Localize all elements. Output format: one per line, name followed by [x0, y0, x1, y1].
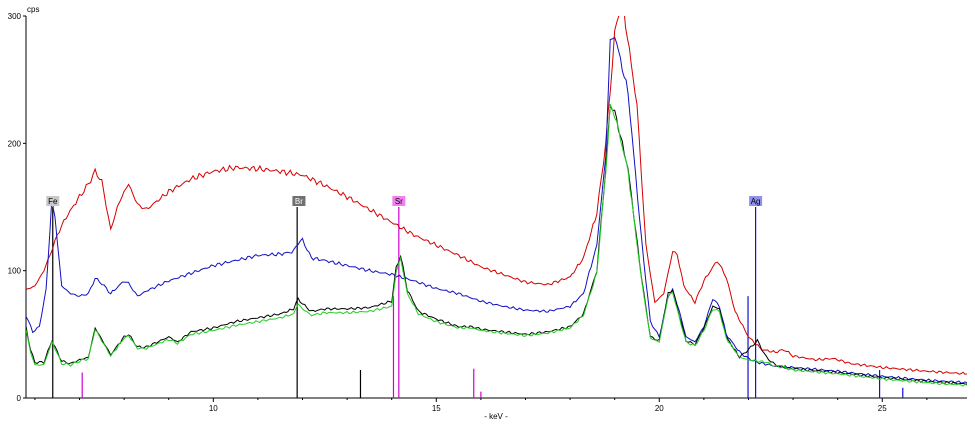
- x-tick-group: 10 15 20 25: [34, 398, 928, 413]
- element-label-box: [292, 196, 306, 206]
- element-label-sr: Sr: [395, 197, 403, 206]
- y-tick-label: 300: [8, 12, 22, 21]
- y-tick-label: 0: [17, 394, 22, 403]
- element-label-fe: Fe: [48, 197, 58, 206]
- element-marker-lines: [52, 207, 904, 398]
- x-tick-label: 10: [209, 404, 218, 413]
- element-label-box: [392, 196, 406, 206]
- y-tick-label: 200: [8, 139, 22, 148]
- spectrum-line-2: [26, 36, 967, 384]
- spectrum-series-group: [26, 16, 967, 387]
- element-label-box: [46, 196, 60, 206]
- y-axis-title: cps: [27, 5, 39, 14]
- plot-frame: [25, 16, 967, 399]
- y-tick-label: 100: [8, 267, 22, 276]
- x-tick-label: 15: [432, 404, 441, 413]
- spectrum-line-1: [26, 16, 967, 375]
- spectrum-line-4: [26, 103, 967, 387]
- element-label-ag: Ag: [751, 197, 761, 206]
- x-tick-label: 25: [878, 404, 887, 413]
- x-tick-label: 20: [655, 404, 664, 413]
- element-label-br: Br: [295, 197, 303, 206]
- element-label-box: [749, 196, 763, 206]
- y-tick-group: 0 100 200 300: [8, 12, 26, 403]
- spectrum-line-3: [26, 103, 967, 385]
- element-label-group: Fe Br Sr Ag: [46, 196, 763, 206]
- x-axis-title: - keV -: [484, 412, 508, 421]
